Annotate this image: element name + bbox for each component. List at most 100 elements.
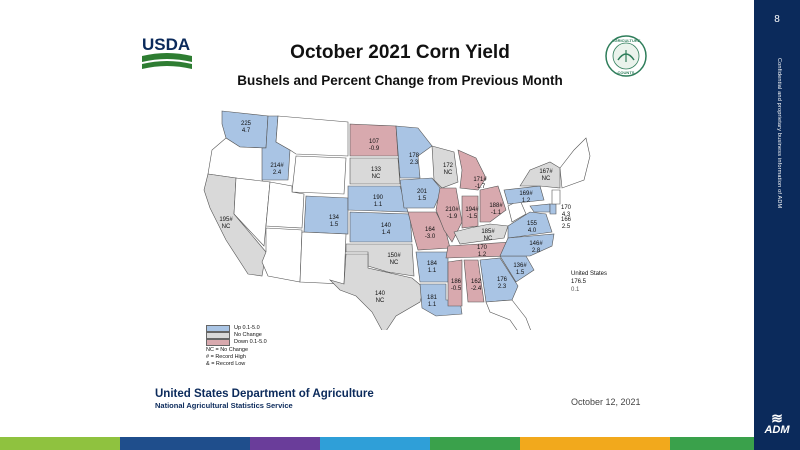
state-change-label: NC [542, 176, 551, 182]
page-subtitle: Bushels and Percent Change from Previous… [237, 73, 563, 88]
page-title: October 2021 Corn Yield [290, 42, 510, 63]
state-md [529, 203, 551, 213]
color-band-segment [670, 437, 754, 450]
usda-logo: USDA [142, 35, 192, 69]
state-change-label: 1.5 [418, 196, 427, 202]
state-al [463, 259, 485, 303]
state-mi [457, 149, 487, 191]
state-change-label: -1.1 [491, 210, 502, 216]
state-sd [349, 157, 401, 185]
state-yield-label: 164 [425, 227, 436, 233]
legend-swatch-down [206, 339, 230, 346]
state-fl [485, 299, 531, 330]
state-yield-label: 181 [427, 295, 438, 301]
us-corn-yield-map: 2254.7214#2.4195#NC107-0.9133NC1901.1134… [203, 110, 607, 330]
state-change-label: 2.5 [562, 224, 571, 230]
state-change-label: -3.0 [425, 234, 436, 240]
state-label-mo: 164-3.0 [425, 227, 436, 240]
color-band-segment [430, 437, 520, 450]
color-band-segment [0, 437, 120, 450]
state-change-label: NC [390, 260, 399, 266]
state-change-label: 4.0 [528, 228, 537, 234]
confidential-caption: Confidential and proprietary business in… [776, 58, 782, 209]
state-yield-label: 162 [471, 279, 482, 285]
svg-text:AGRICULTURE: AGRICULTURE [612, 38, 641, 43]
state-change-label: -1.7 [475, 184, 486, 190]
state-co [303, 195, 349, 235]
state-yield-label: 210# [445, 207, 459, 213]
state-change-label: 1.4 [382, 230, 391, 236]
state-ny [519, 161, 561, 189]
state-label-mi: 171#-1.7 [473, 177, 487, 190]
state-az [261, 227, 303, 283]
state-yield-label: 166 [561, 217, 572, 223]
state-label-il: 210#-1.9 [445, 207, 459, 220]
state-label-oh: 188#-1.1 [489, 203, 503, 216]
state-change-label: NC [222, 224, 231, 230]
state-nj [551, 189, 561, 205]
color-band-segment [520, 437, 670, 450]
state-wy [291, 155, 347, 195]
legend-label-up: Up 0.1-5.0 [234, 325, 260, 332]
slide: USDA October 2021 Corn Yield Bushels and… [0, 35, 754, 450]
svg-text:COUNTS: COUNTS [618, 70, 635, 75]
state-nd [349, 123, 399, 157]
state-mn [395, 125, 433, 179]
color-band-segment [320, 437, 430, 450]
state-yield-label: 188# [489, 203, 503, 209]
state-ut [265, 181, 305, 229]
state-label-pa: 169#1.2 [519, 191, 533, 204]
state-yield-label: 195# [219, 217, 233, 223]
svg-text:USDA: USDA [142, 35, 190, 54]
state-label-in: 194#-1.5 [465, 207, 479, 220]
state-ar [415, 251, 449, 283]
state-yield-label: 170 [561, 205, 572, 211]
state-change-label: 1.5 [516, 270, 525, 276]
legend-note: NC = No Change [206, 347, 249, 353]
state-la [419, 283, 463, 317]
state-yield-label: 107 [369, 139, 380, 145]
state-ne [559, 137, 591, 189]
state-change-label: 2.3 [498, 284, 507, 290]
legend-label-no-change: No Change [234, 332, 262, 339]
state-nv [233, 177, 271, 247]
state-change-label: 2.3 [410, 160, 419, 166]
state-change-label: 2.4 [273, 170, 282, 176]
state-change-label: NC [372, 174, 381, 180]
state-change-label: -0.5 [451, 286, 462, 292]
state-label-al: 162-2.4 [471, 279, 482, 292]
state-wi [431, 145, 459, 189]
state-change-label: -2.4 [471, 286, 482, 292]
state-nm [299, 231, 347, 285]
state-ok [345, 243, 415, 277]
state-yield-label: 186 [451, 279, 462, 285]
state-change-label: 1.2 [478, 252, 487, 258]
legend-label-down: Down 0.1-5.0 [234, 339, 267, 346]
state-change-label: NC [376, 298, 385, 304]
adm-logo: ≋ ADM [754, 411, 800, 436]
state-yield-label: 155 [527, 221, 538, 227]
state-change-label: 1.1 [428, 268, 437, 274]
state-change-label: 1.5 [330, 222, 339, 228]
state-in [461, 195, 479, 229]
state-yield-label: 201 [417, 189, 428, 195]
state-change-label: 2.8 [532, 248, 541, 254]
state-change-label: -1.9 [447, 214, 458, 220]
state-nc [499, 233, 555, 257]
legend-note: & = Record Low [206, 361, 246, 368]
state-ks [349, 211, 413, 243]
state-il [435, 187, 463, 243]
us-total-change: 0.1 [571, 287, 580, 293]
state-label-nd: 107-0.9 [369, 139, 380, 152]
state-yield-label: 140 [381, 223, 392, 229]
us-total-yield: 176.5 [571, 279, 587, 285]
legend-swatch-up [206, 325, 230, 332]
state-label-sc: 136#1.5 [513, 263, 527, 276]
